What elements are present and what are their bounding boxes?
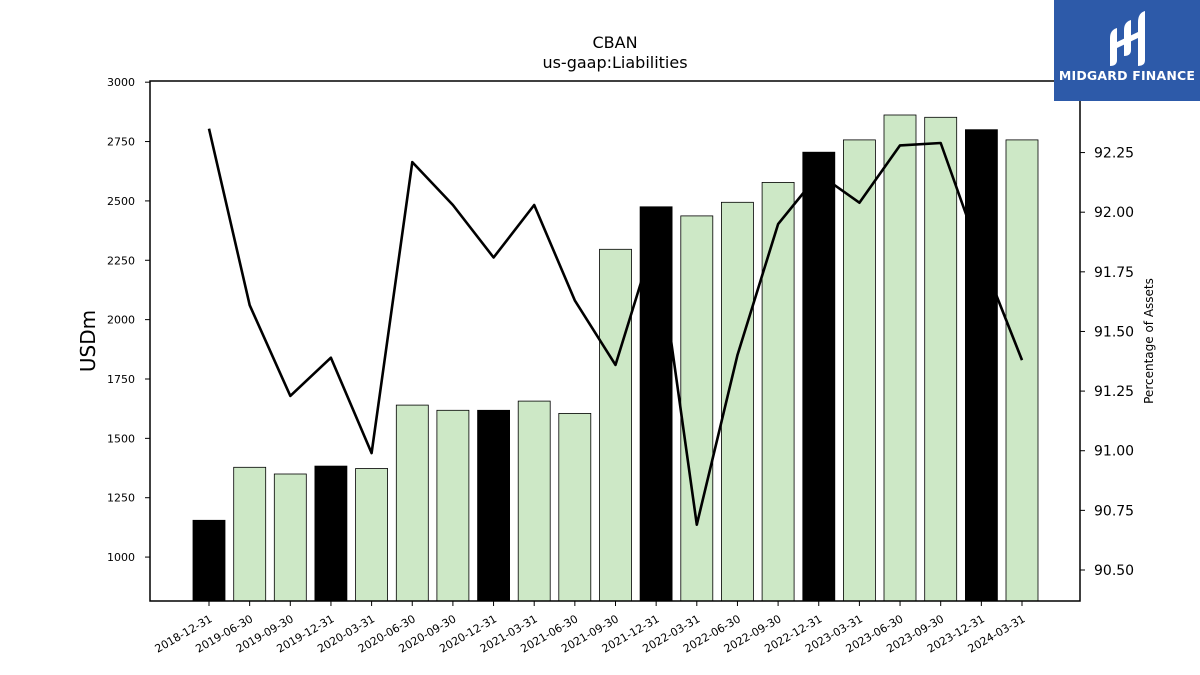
- bar-2021-06-30: [558, 412, 592, 602]
- left-axis: 1000 1250 1500 1750 2000 2250 2500 2750 3000: [107, 76, 150, 564]
- bars-layer: [192, 114, 1039, 602]
- logo-wordmark: MIDGARD FINANCE: [1058, 68, 1196, 83]
- y2-tick-label: 91.50: [1094, 324, 1134, 340]
- y-tick-label: 2250: [107, 254, 135, 267]
- bar-2020-03-31: [355, 468, 389, 602]
- y-tick-label: 3000: [107, 76, 135, 89]
- y2-tick-label: 92.25: [1094, 146, 1134, 162]
- y-axis-label: USDm: [76, 310, 100, 372]
- y2-axis-label: Percentage of Assets: [1142, 278, 1156, 404]
- bar-2024-03-31: [1005, 139, 1039, 602]
- y-tick-label: 2750: [107, 136, 135, 149]
- y2-tick-label: 91.75: [1094, 265, 1134, 281]
- bar-2021-09-30: [599, 248, 632, 602]
- midgard-finance-logo: MIDGARD FINANCE: [1054, 0, 1200, 101]
- bar-2020-06-30: [395, 404, 429, 602]
- bar-2019-09-30: [273, 473, 307, 602]
- bar-2023-12-31: [965, 129, 998, 602]
- y2-tick-label: 92.00: [1094, 205, 1134, 221]
- bar-2022-03-31: [680, 215, 714, 602]
- bar-2023-09-30: [924, 116, 958, 602]
- y2-tick-label: 91.00: [1094, 444, 1134, 460]
- y-tick-label: 1000: [107, 551, 135, 564]
- bar-2020-12-31: [477, 409, 511, 602]
- y2-tick-label: 90.50: [1094, 563, 1134, 579]
- y-tick-label: 1750: [107, 373, 135, 386]
- chart-subtitle: us-gaap:Liabilities: [542, 53, 687, 72]
- bar-2018-12-31: [192, 519, 226, 602]
- bar-2019-06-30: [233, 466, 267, 602]
- y2-tick-label: 91.25: [1094, 384, 1134, 400]
- bar-2022-12-31: [802, 151, 836, 602]
- bar-2019-12-31: [314, 465, 348, 602]
- x-axis: 2018-12-312019-06-302019-09-302019-12-31…: [153, 601, 1028, 656]
- y-tick-label: 1500: [107, 432, 135, 445]
- y-tick-label: 1250: [107, 492, 135, 505]
- chart-title: CBAN: [592, 33, 637, 52]
- bar-2022-09-30: [761, 181, 795, 602]
- right-axis: 90.50 90.75 91.00 91.25 91.50 91.75 92.00 92.25: [1080, 146, 1134, 579]
- bar-2023-03-31: [843, 139, 876, 602]
- bar-2021-03-31: [517, 400, 551, 602]
- bar-2023-06-30: [883, 114, 917, 602]
- bar-2020-09-30: [436, 409, 470, 602]
- y-tick-label: 2000: [107, 314, 135, 327]
- line-layer: [207, 128, 1024, 527]
- logo-mark-icon: [1110, 11, 1145, 66]
- y2-tick-label: 90.75: [1094, 503, 1134, 519]
- y-tick-label: 2500: [107, 195, 135, 208]
